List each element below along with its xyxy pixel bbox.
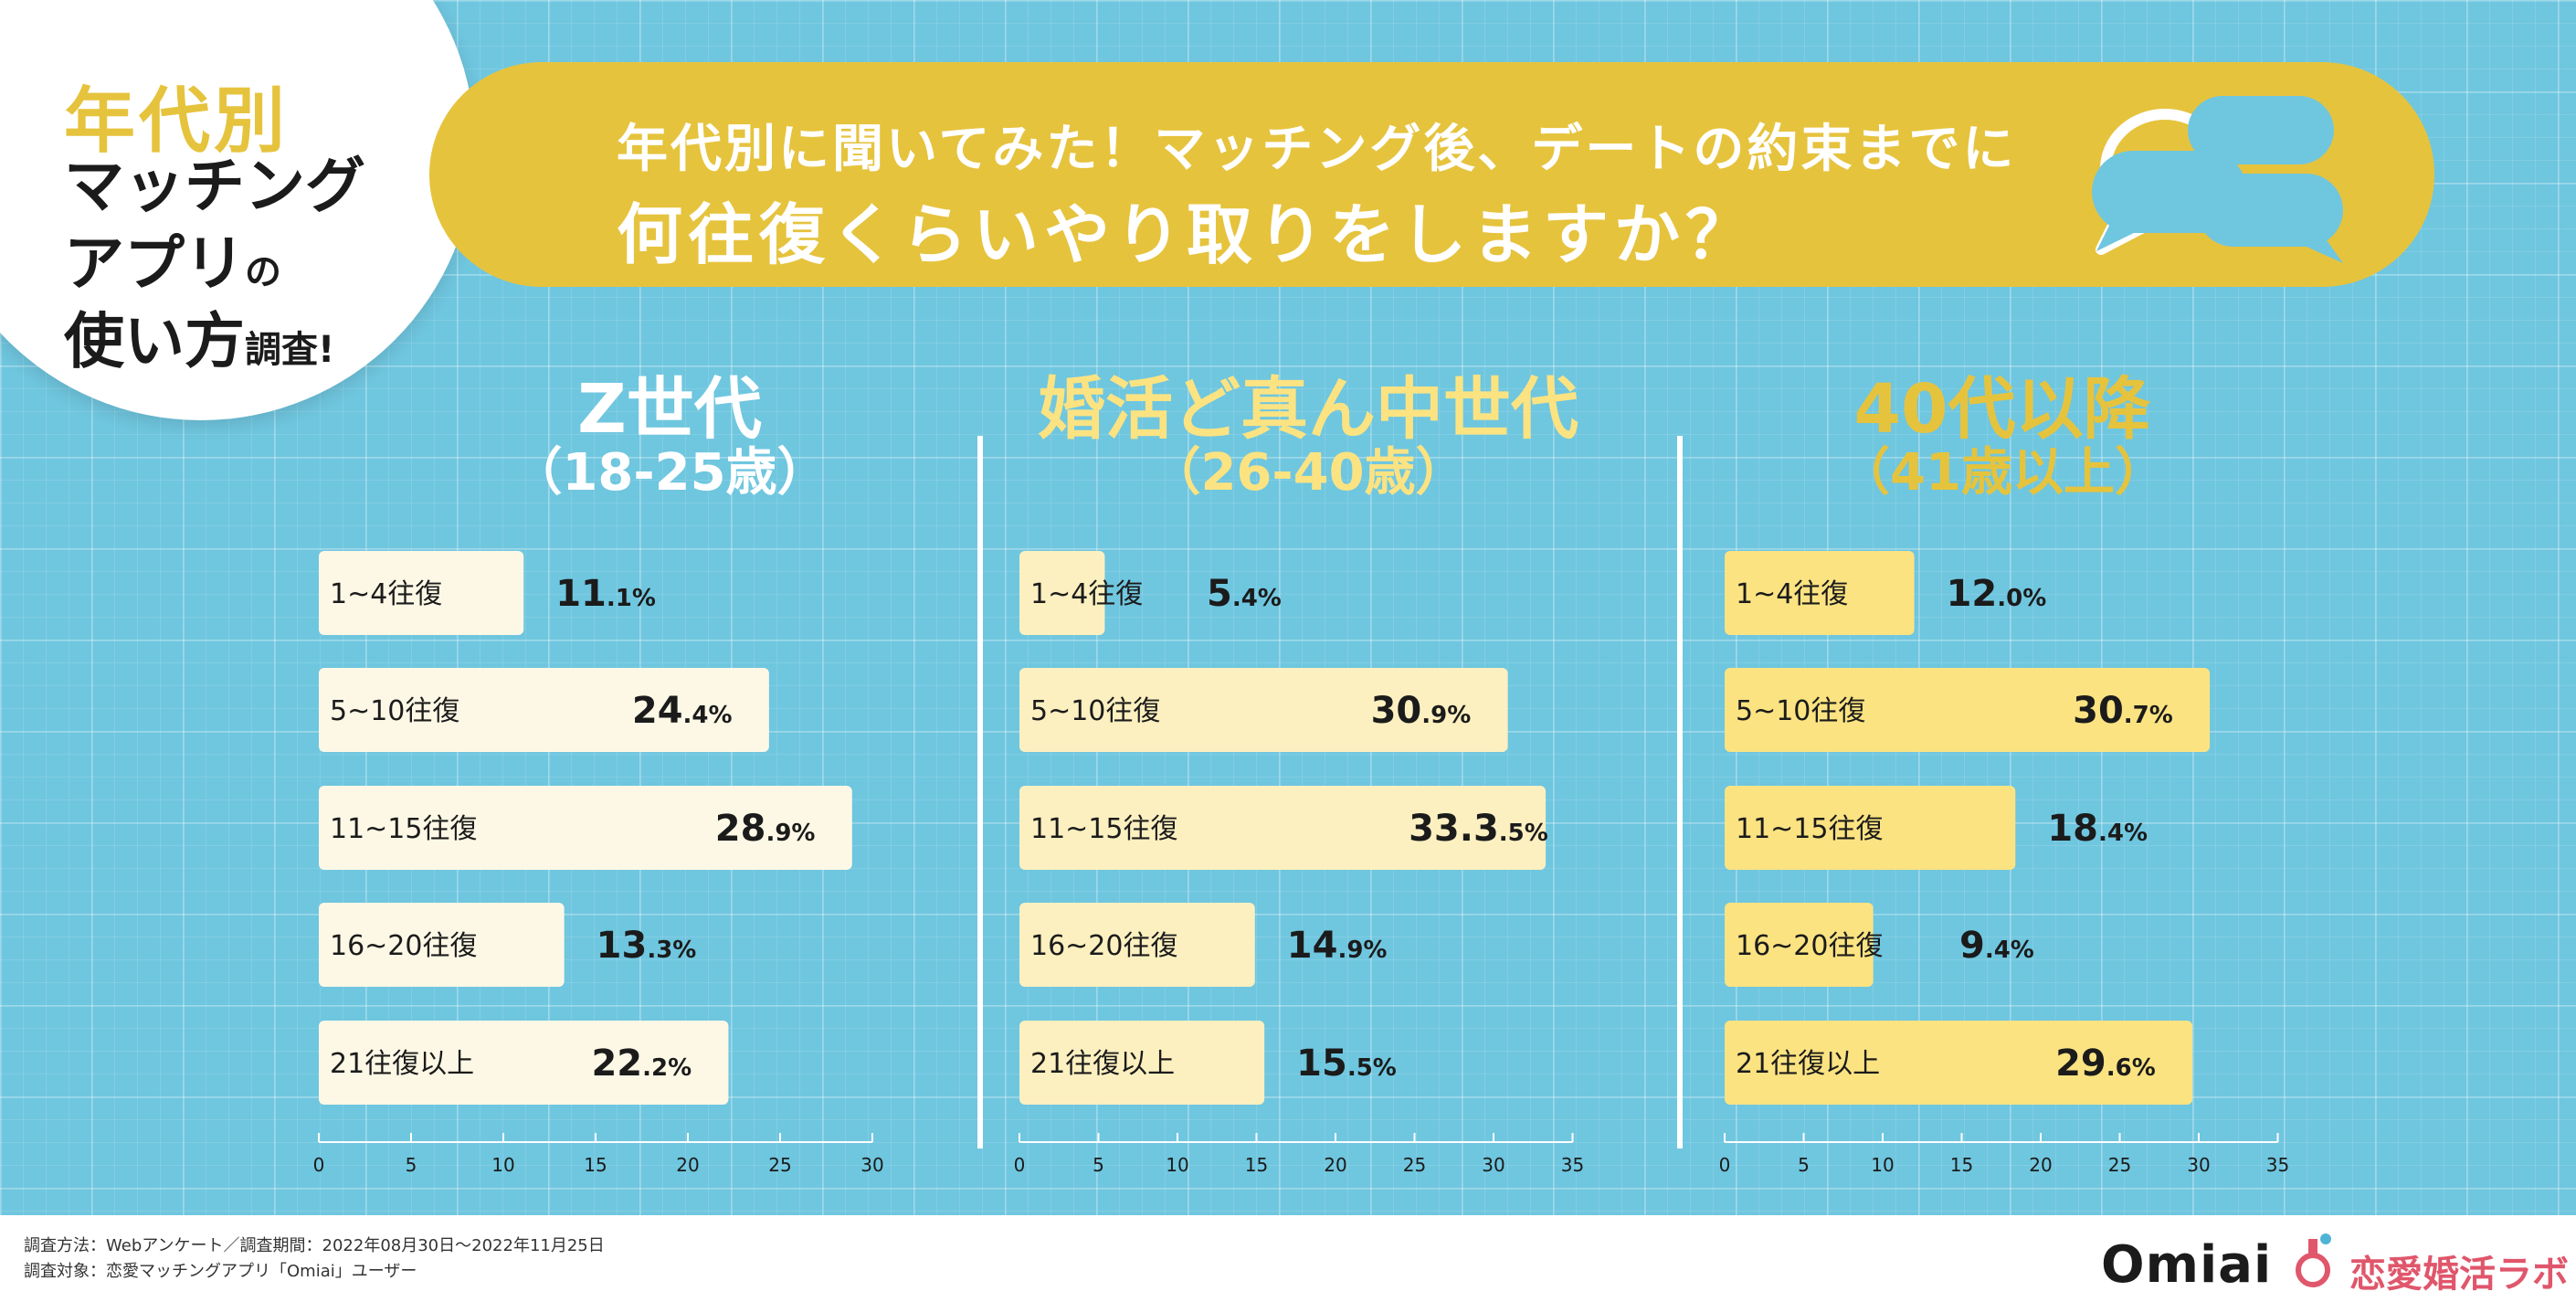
bar: [1019, 903, 1255, 987]
bar: [319, 551, 524, 635]
tick-label: 15: [584, 1154, 607, 1176]
value-label: 5.4%: [1207, 573, 1282, 615]
tick-label: 30: [860, 1154, 883, 1176]
value-label: 28.9%: [715, 808, 816, 850]
category-label: 11~15往復: [1030, 813, 1177, 845]
tick-label: 5: [1798, 1154, 1810, 1176]
value-label: 33.3.5%: [1409, 808, 1548, 850]
panel1-subtitle: （18-25歳）: [511, 443, 829, 503]
tick-label: 5: [406, 1154, 417, 1176]
panel-divider: [977, 436, 983, 1149]
tick-label: 25: [768, 1154, 791, 1176]
category-label: 5~10往復: [1030, 695, 1160, 727]
value-label: 9.4%: [1959, 925, 2034, 967]
value-label: 14.9%: [1287, 925, 1388, 967]
tick-label: 10: [1166, 1154, 1188, 1176]
omiai-logo: Omiai: [2101, 1235, 2273, 1295]
category-label: 1~4往復: [330, 578, 442, 610]
category-label: 11~15往復: [1736, 813, 1883, 845]
footer: [0, 1215, 2576, 1302]
bar: [319, 1021, 729, 1105]
bar: [1019, 786, 1547, 870]
category-label: 21往復以上: [330, 1048, 474, 1080]
category-label: 21往復以上: [1736, 1048, 1880, 1080]
badge-line2: マッチング: [64, 151, 365, 221]
bar: [1019, 668, 1508, 752]
category-label: 16~20往復: [330, 930, 477, 962]
tick-label: 15: [1950, 1154, 1973, 1176]
value-label: 11.1%: [555, 573, 656, 615]
tick-label: 35: [1561, 1154, 1584, 1176]
tick-label: 35: [2266, 1154, 2289, 1176]
tick-label: 30: [2187, 1154, 2210, 1176]
flask-icon: [2296, 1233, 2331, 1287]
renai-konkatsu-lab-logo: 恋愛婚活ラボ: [2349, 1254, 2569, 1296]
bar: [1019, 551, 1105, 635]
bar: [319, 903, 565, 987]
chat-bubbles-icon: [2092, 96, 2343, 263]
category-label: 21往復以上: [1030, 1048, 1175, 1080]
badge-line3b: の: [245, 251, 281, 293]
tick-label: 25: [1403, 1154, 1426, 1176]
tick-label: 10: [1871, 1154, 1894, 1176]
value-label: 13.3%: [596, 925, 697, 967]
badge-line4a: 使い方: [64, 306, 245, 376]
tick-label: 30: [1482, 1154, 1504, 1176]
bar: [1725, 668, 2211, 752]
category-label: 16~20往復: [1736, 930, 1883, 962]
tick-label: 25: [2108, 1154, 2131, 1176]
badge-line1: 年代別: [64, 80, 290, 163]
value-label: 24.4%: [632, 690, 733, 732]
tick-label: 0: [1719, 1154, 1731, 1176]
bar: [319, 668, 769, 752]
value-label: 15.5%: [1296, 1043, 1397, 1085]
badge-line4b: 調査!: [245, 329, 335, 371]
category-label: 5~10往復: [330, 695, 459, 727]
badge-line3: アプリの: [64, 215, 281, 302]
category-label: 11~15往復: [330, 813, 477, 845]
bar: [1725, 786, 2016, 870]
value-label: 29.6%: [2055, 1043, 2156, 1085]
panel-divider: [1677, 436, 1683, 1149]
panel3-subtitle: （41歳以上）: [1839, 443, 2166, 503]
value-label: 30.9%: [1371, 690, 1472, 732]
survey-method-note: 調査方法：Webアンケート／調査期間：2022年08月30日～2022年11月2…: [24, 1236, 605, 1255]
tick-label: 10: [491, 1154, 514, 1176]
survey-badge: 年代別 マッチング アプリの 使い方調査!: [0, 0, 475, 420]
value-label: 18.4%: [2047, 808, 2148, 850]
bar: [1019, 1021, 1265, 1105]
panel1-title: Z世代: [577, 370, 762, 449]
panel2-subtitle: （26-40歳）: [1149, 443, 1467, 503]
survey-target-note: 調査対象：恋愛マッチングアプリ「Omiai」ユーザー: [24, 1262, 417, 1281]
badge-line3a: アプリ: [64, 228, 245, 299]
bar: [1725, 1021, 2193, 1105]
bar-charts: 1~4往復 11.1% 5~10往復 24.4% 11~15往復 28.9% 16~20往復…: [313, 551, 2289, 1176]
tick-label: 5: [1093, 1154, 1104, 1176]
panel3-title: 40代以降: [1853, 370, 2151, 449]
badge-line4: 使い方調査!: [64, 292, 334, 380]
category-label: 5~10往復: [1736, 695, 1865, 727]
tick-label: 0: [1014, 1154, 1026, 1176]
banner-line2: 何往復くらいやり取りをしますか？: [617, 196, 1758, 273]
tick-label: 0: [313, 1154, 325, 1176]
banner-line1: 年代別に聞いてみた！マッチング後、デートの約束までに: [617, 120, 2017, 179]
category-label: 1~4往復: [1030, 578, 1143, 610]
tick-label: 20: [1324, 1154, 1346, 1176]
tick-label: 20: [676, 1154, 699, 1176]
bar: [319, 786, 852, 870]
value-label: 30.7%: [2073, 690, 2173, 732]
panel2-title: 婚活ど真ん中世代: [1038, 370, 1578, 449]
tick-label: 20: [2029, 1154, 2052, 1176]
bar: [1725, 551, 1915, 635]
value-label: 22.2%: [591, 1043, 692, 1085]
value-label: 12.0%: [1947, 573, 2047, 615]
tick-label: 15: [1245, 1154, 1268, 1176]
category-label: 16~20往復: [1030, 930, 1177, 962]
bar: [1725, 903, 1874, 987]
category-label: 1~4往復: [1736, 578, 1848, 610]
